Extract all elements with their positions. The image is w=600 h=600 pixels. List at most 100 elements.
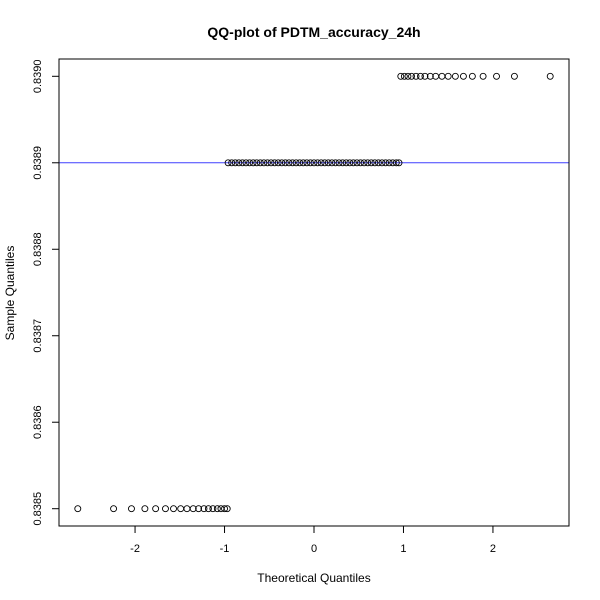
- data-point-84: [546, 72, 554, 80]
- y-tick-label-4: 0.8389: [32, 146, 44, 180]
- chart-title: QQ-plot of PDTM_accuracy_24h: [207, 24, 420, 40]
- data-point-71: [412, 72, 420, 80]
- data-point-67: [397, 72, 405, 80]
- data-point-83: [510, 72, 518, 80]
- data-point-45: [321, 159, 329, 167]
- data-point-16: [221, 505, 228, 513]
- data-point-30: [267, 159, 275, 167]
- y-tick-label-1: 0.8386: [32, 405, 44, 439]
- x-tick-label-0: -2: [130, 543, 140, 555]
- data-point-56: [360, 159, 368, 167]
- data-point-20: [231, 159, 239, 167]
- data-point-82: [493, 72, 500, 80]
- data-point-46: [324, 159, 332, 167]
- data-point-22: [238, 159, 246, 167]
- y-axis-label: Sample Quantiles: [3, 246, 17, 341]
- data-point-81: [479, 72, 487, 80]
- data-point-21: [235, 159, 243, 167]
- x-tick-label-1: -1: [220, 543, 230, 555]
- data-point-62: [382, 159, 390, 167]
- data-point-68: [400, 72, 408, 80]
- data-point-1: [110, 505, 118, 513]
- data-point-13: [209, 505, 217, 513]
- data-point-66: [395, 159, 403, 167]
- y-tick-label-3: 0.8388: [32, 232, 44, 266]
- data-point-39: [299, 159, 307, 167]
- data-point-9: [189, 505, 197, 513]
- x-axis-label: Theoretical Quantiles: [257, 571, 370, 585]
- data-point-3: [141, 505, 149, 513]
- data-point-10: [195, 505, 203, 513]
- data-point-52: [346, 159, 354, 167]
- data-point-44: [317, 159, 325, 167]
- data-point-12: [204, 505, 212, 513]
- data-point-69: [404, 72, 412, 80]
- data-point-40: [303, 159, 311, 167]
- data-point-80: [468, 72, 476, 80]
- data-point-33: [278, 159, 286, 167]
- data-point-7: [177, 505, 185, 513]
- data-point-72: [417, 72, 424, 80]
- data-point-51: [342, 159, 350, 167]
- data-point-78: [451, 72, 459, 80]
- data-point-23: [242, 159, 250, 167]
- data-point-36: [289, 159, 296, 167]
- x-tick-label-2: 0: [311, 543, 317, 555]
- data-point-25: [249, 159, 257, 167]
- data-point-24: [246, 159, 254, 167]
- data-point-58: [367, 159, 375, 167]
- data-point-29: [264, 159, 271, 167]
- data-point-50: [339, 159, 347, 167]
- data-point-49: [335, 159, 343, 167]
- data-point-59: [371, 159, 379, 167]
- data-point-43: [314, 159, 322, 167]
- data-point-32: [274, 159, 282, 167]
- data-point-74: [426, 72, 434, 80]
- y-axis: 0.8385 0.8386 0.8387 0.8388 0.8389 0.8390: [32, 59, 59, 526]
- x-axis: -2 -1 0 1 2: [130, 526, 496, 555]
- data-point-79: [459, 72, 467, 80]
- data-point-77: [444, 72, 452, 80]
- data-point-2: [128, 505, 135, 513]
- data-point-55: [357, 159, 364, 167]
- y-tick-label-2: 0.8387: [32, 319, 44, 353]
- data-point-18: [224, 159, 232, 167]
- data-point-34: [281, 159, 289, 167]
- data-point-19: [228, 159, 236, 167]
- data-point-0: [74, 505, 82, 513]
- data-point-63: [385, 159, 393, 167]
- data-point-65: [392, 159, 400, 167]
- data-point-48: [332, 159, 339, 167]
- y-tick-label-0: 0.8385: [32, 492, 44, 526]
- data-point-38: [296, 159, 304, 167]
- data-point-35: [285, 159, 293, 167]
- data-point-17: [223, 505, 231, 513]
- data-point-11: [200, 505, 208, 513]
- data-point-53: [349, 159, 357, 167]
- data-point-42: [310, 159, 318, 167]
- data-point-26: [253, 159, 261, 167]
- y-tick-label-5: 0.8390: [32, 59, 44, 93]
- data-point-27: [256, 159, 264, 167]
- data-point-70: [408, 72, 415, 80]
- data-point-76: [438, 72, 446, 80]
- data-point-47: [328, 159, 336, 167]
- data-point-54: [353, 159, 361, 167]
- data-point-8: [183, 505, 191, 513]
- data-point-28: [260, 159, 268, 167]
- data-points: [74, 72, 554, 513]
- data-point-5: [162, 505, 169, 513]
- data-point-31: [271, 159, 279, 167]
- data-point-41: [306, 159, 314, 167]
- x-tick-label-4: 2: [490, 543, 496, 555]
- data-point-4: [152, 505, 160, 513]
- data-point-6: [170, 505, 177, 513]
- data-point-60: [374, 159, 382, 167]
- x-tick-label-3: 1: [400, 543, 406, 555]
- data-point-14: [213, 505, 221, 513]
- data-point-37: [292, 159, 300, 167]
- data-point-57: [364, 159, 372, 167]
- plot-frame: [58, 58, 570, 527]
- data-point-73: [421, 72, 429, 80]
